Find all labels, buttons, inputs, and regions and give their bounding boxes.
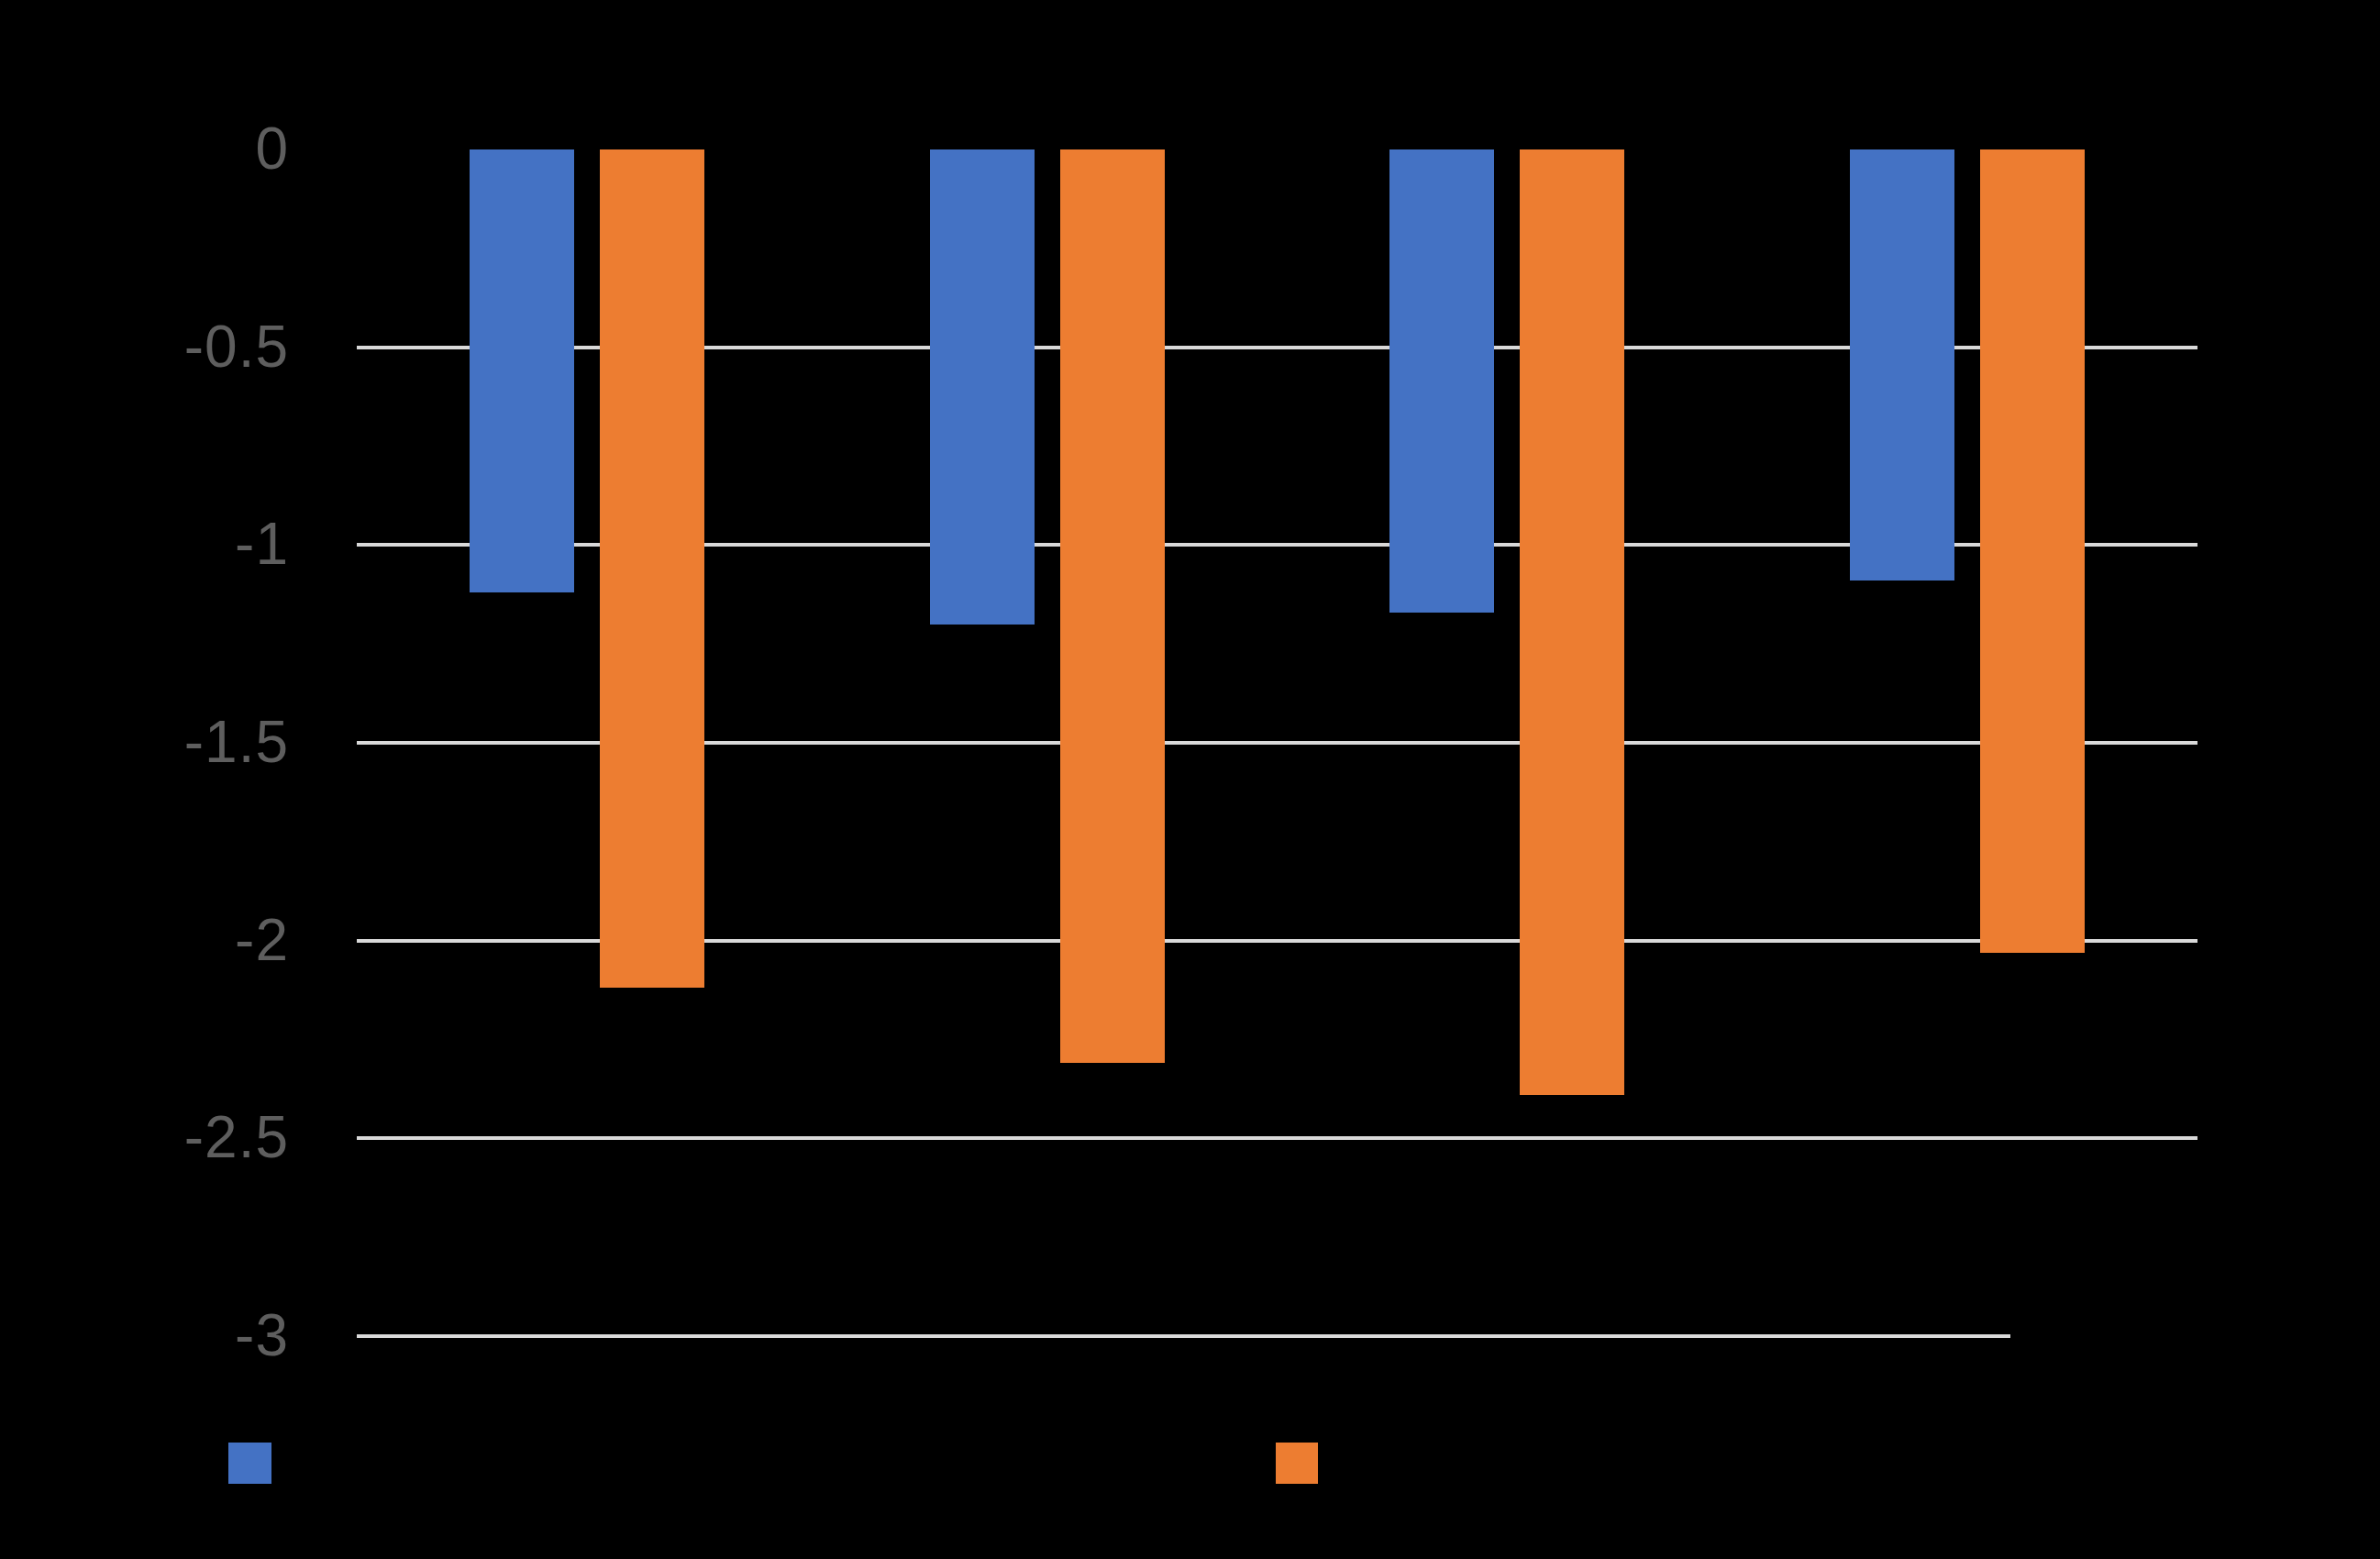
- y-tick-label--0.5: -0.5: [0, 317, 289, 376]
- y-tick-label-0: 0: [0, 119, 289, 178]
- bar-series1-cat3: [1389, 149, 1494, 613]
- bar-series1-cat4: [1850, 149, 1954, 580]
- y-tick-label--1.5: -1.5: [0, 713, 289, 771]
- legend-swatch-series1: [228, 1443, 271, 1484]
- bar-series2-cat1: [600, 149, 704, 988]
- bar-series2-cat4: [1980, 149, 2085, 953]
- bar-series1-cat1: [470, 149, 574, 592]
- gridline--2.5: [357, 1136, 2197, 1140]
- y-tick-label--1: -1: [0, 514, 289, 573]
- bar-series2-cat2: [1060, 149, 1165, 1063]
- y-tick-label--2.5: -2.5: [0, 1108, 289, 1166]
- legend-swatch-series2: [1276, 1443, 1318, 1484]
- y-tick-label--2: -2: [0, 911, 289, 969]
- bar-chart: 0 -0.5 -1 -1.5 -2 -2.5 -3: [0, 0, 2380, 1559]
- bar-series2-cat3: [1520, 149, 1624, 1095]
- y-tick-label--3: -3: [0, 1306, 289, 1365]
- bar-series1-cat2: [930, 149, 1035, 625]
- gridline--3: [357, 1334, 2010, 1338]
